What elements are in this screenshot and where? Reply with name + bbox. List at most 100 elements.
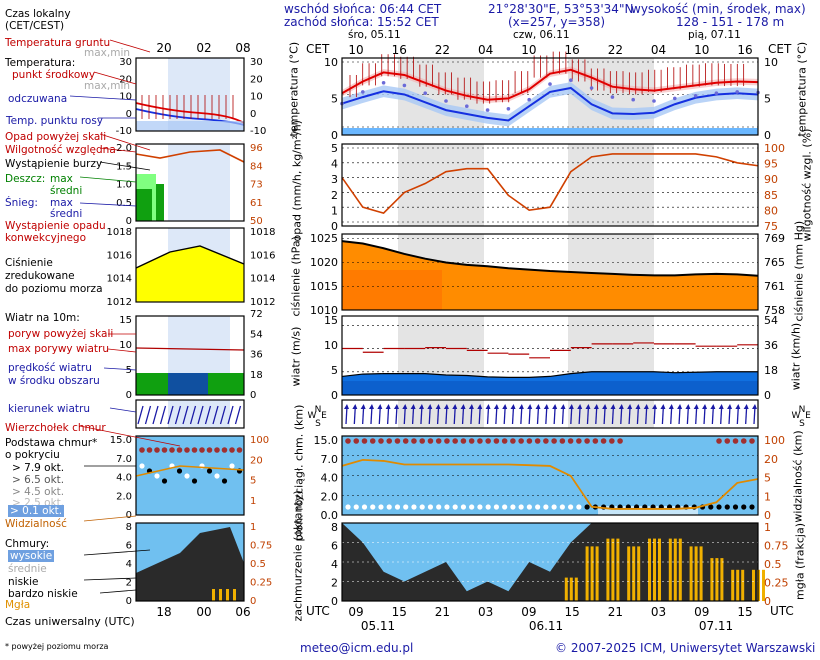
legend-cloud-top-1 <box>146 447 153 453</box>
panel-frame-precip <box>341 143 759 227</box>
lpr-right-1: 1016 <box>250 250 275 261</box>
p-left-4: 1 <box>331 204 338 217</box>
legend-cloud-top-11 <box>221 447 228 453</box>
fog-bar-19-0 <box>731 569 735 601</box>
legend-bottom-hour-1: 00 <box>196 605 211 619</box>
cl-right-4: 0 <box>764 595 771 608</box>
lc-left-1: 7.0 <box>116 454 132 465</box>
cloud-top-dot-2 <box>361 438 368 444</box>
cloud-top-dot-49 <box>749 438 755 444</box>
cloud-base-dot-21 <box>518 504 524 510</box>
legend-wind-arrow-12 <box>227 405 234 425</box>
fog-bar-16-0 <box>668 538 672 601</box>
legend-rain-mean-bar <box>136 189 152 221</box>
cloud-base-dot-14 <box>460 504 467 510</box>
cloud-top-dot-30 <box>592 438 599 444</box>
cloud-top-dot-6 <box>394 438 401 444</box>
wind-arrowhead-2 <box>360 404 366 409</box>
legend-connector-0 <box>109 39 151 53</box>
lcl-right-3: 0.25 <box>250 578 272 589</box>
cl-right-2: 0.5 <box>764 558 782 571</box>
panel-frame-temp <box>341 57 759 136</box>
felt-dot-17 <box>693 94 698 98</box>
top-hour-8: 10 <box>694 43 709 57</box>
cloud-top-dot-7 <box>402 438 409 444</box>
legend-wind-arrow-13 <box>234 405 242 425</box>
lpr-right-3: 1012 <box>250 297 275 308</box>
fog-bar-12-1 <box>590 546 594 601</box>
cloud-top-dot-28 <box>576 438 582 444</box>
fog-bar-20-2 <box>762 569 765 601</box>
lpr-right-0: 1018 <box>250 227 275 238</box>
bottom-date-2: 07.11 <box>699 619 733 633</box>
cl-left-3: 2 <box>331 577 338 590</box>
dew-point-line <box>341 86 759 122</box>
fog-bar-16-1 <box>673 538 677 601</box>
wind-arrowhead-25 <box>552 404 558 409</box>
c-right-1: 20 <box>764 453 778 466</box>
cloud-base-dot-24 <box>543 504 549 510</box>
legend-rain-bar2 <box>156 184 164 221</box>
lw-left-2: 5 <box>126 365 132 376</box>
wind-arrowhead-19 <box>502 404 508 409</box>
legend-wind-dir: kierunek wiatru <box>8 403 90 415</box>
cl-right-1: 0.75 <box>764 540 789 553</box>
wind-arrowhead-8 <box>410 404 416 409</box>
lcl-left-2: 4 <box>126 559 132 570</box>
felt-dot-5 <box>444 99 448 103</box>
fog-bar-15-2 <box>658 538 661 601</box>
legend-bottom-hour-0: 18 <box>156 605 171 619</box>
lp-right-1: 84 <box>250 161 263 172</box>
legend-wind-arrow-8 <box>197 405 204 425</box>
elevation-title: wysokość (min, środek, max) <box>631 2 806 16</box>
fog-bar-18-1 <box>715 558 719 601</box>
w-right-2: 18 <box>764 364 778 377</box>
cloud-base-dot-48 <box>741 504 747 510</box>
fog-bar-12-2 <box>595 546 599 601</box>
footer-copyright: © 2007-2025 ICM, Uniwersytet Warszawski <box>555 641 816 655</box>
legend-humidity-line <box>135 149 245 163</box>
lcl-left-1: 6 <box>126 541 132 552</box>
cloud-top-dot-27 <box>567 438 574 444</box>
sunset-text: zachód słońca: 15:52 CET <box>284 15 439 29</box>
wind-arrowhead-45 <box>718 404 724 409</box>
felt-dot-4 <box>423 91 428 95</box>
fog-bar-13-1 <box>611 538 615 601</box>
fog-bar-20-0 <box>752 569 755 601</box>
felt-dot-18 <box>714 91 719 95</box>
night-shade-precip-1 <box>568 144 654 226</box>
felt-dot-3 <box>402 83 407 88</box>
felt-dot-16 <box>673 96 677 101</box>
wind-arrowhead-46 <box>727 404 733 409</box>
cloud-bg <box>342 436 758 515</box>
cloud-base-dot-10 <box>427 504 434 510</box>
p-left-5: 0 <box>331 220 338 233</box>
cloud-top-dot-24 <box>543 438 549 444</box>
c-left-1: 7.0 <box>321 453 339 466</box>
lpr-left-3: 1012 <box>107 297 132 308</box>
c-left-0: 15.0 <box>314 434 339 447</box>
legend-coverage-area <box>136 527 244 601</box>
legend-cloud-base-3 <box>161 478 168 484</box>
legend-precip-above: Opad powyżej skali <box>5 131 107 143</box>
felt-dot-15 <box>652 99 656 103</box>
wind-core <box>342 381 758 395</box>
legend-panel-frame-cov <box>135 522 245 602</box>
lcl-left-0: 8 <box>126 522 132 533</box>
cloud-base-dot-47 <box>732 504 739 510</box>
c-right-2: 5 <box>764 472 771 485</box>
cloud-top-dot-20 <box>510 438 516 444</box>
lw-left-0: 15 <box>119 315 132 326</box>
pr-left-3: 1010 <box>310 304 338 317</box>
lc-left-2: 4.0 <box>116 473 132 484</box>
legend-cloud-top-0 <box>139 447 145 453</box>
legend-humidity: Wilgotność względna <box>5 144 116 156</box>
felt-dot-11 <box>569 78 573 82</box>
bottom-hour-4: 09 <box>521 605 536 619</box>
footer-email[interactable]: meteo@icm.edu.pl <box>300 641 414 655</box>
cloud-base-dot-49 <box>749 504 755 510</box>
cloud-base-dot-8 <box>411 504 417 510</box>
felt-dot-1 <box>361 90 365 94</box>
fog-bar-17-1 <box>694 546 698 601</box>
cloud-base-dot-44 <box>708 504 714 510</box>
